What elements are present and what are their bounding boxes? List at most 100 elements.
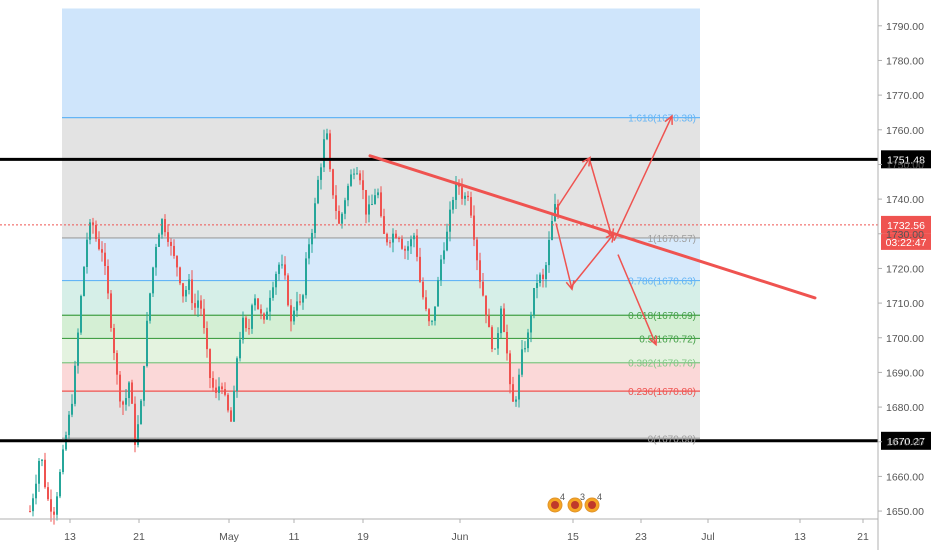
candle-body: [83, 266, 85, 296]
candle-body: [323, 139, 325, 168]
candle-body: [377, 192, 379, 196]
event-count-badge: 4: [597, 492, 602, 502]
candle-body: [404, 248, 406, 251]
y-tick-label: 1700.00: [886, 333, 924, 345]
fib-level-label: 0(1670.88): [648, 434, 696, 445]
candle-body: [440, 259, 442, 281]
candle-body: [395, 233, 397, 239]
candle-body: [332, 169, 334, 196]
candle-body: [530, 314, 532, 333]
candle-body: [92, 222, 94, 226]
candle-body: [317, 179, 319, 204]
candle-body: [299, 301, 301, 303]
candle-body: [260, 309, 262, 314]
y-tick-label: 1660.00: [886, 471, 924, 483]
y-tick-label: 1650.00: [886, 506, 924, 518]
candle-body: [461, 186, 463, 199]
candle-body: [68, 414, 70, 436]
price-tag-label: 1751.48: [887, 154, 925, 166]
candle-body: [230, 410, 232, 422]
candle-body: [482, 281, 484, 296]
candle-body: [185, 289, 187, 297]
candle-body: [134, 403, 136, 445]
candle-body: [161, 219, 163, 235]
candle-body: [77, 332, 79, 366]
event-flag-inner: [571, 501, 579, 509]
candle-body: [206, 328, 208, 350]
x-tick-label: 21: [133, 531, 145, 543]
candle-body: [125, 398, 127, 405]
x-tick-label: 13: [794, 531, 806, 543]
candle-body: [329, 133, 331, 170]
fib-zone: [62, 315, 700, 339]
candle-body: [398, 238, 400, 240]
candle-body: [74, 365, 76, 404]
candle-body: [512, 384, 514, 402]
event-markers: 4 3 4: [547, 492, 602, 513]
y-tick-label: 1690.00: [886, 367, 924, 379]
candle-body: [356, 173, 358, 175]
candle-body: [533, 287, 535, 315]
projection-arrow: [555, 223, 573, 290]
candle-body: [56, 496, 58, 515]
candle-body: [434, 306, 436, 321]
candle-body: [269, 297, 271, 312]
candle-body: [245, 317, 247, 329]
candle-body: [110, 293, 112, 328]
x-tick-label: 13: [64, 531, 76, 543]
fib-zone: [62, 338, 700, 363]
x-tick-label: Jul: [701, 531, 714, 543]
candle-body: [182, 283, 184, 297]
candle-body: [203, 308, 205, 329]
candle-body: [353, 173, 355, 175]
arrowhead: [581, 156, 591, 167]
fib-level-label: 1(1670.57): [648, 234, 696, 245]
fib-level-label: 0.236(1670.80): [628, 387, 696, 398]
candle-body: [200, 300, 202, 309]
candle-body: [197, 300, 199, 308]
projection-arrow: [555, 157, 591, 210]
y-tick-label: 1740.00: [886, 194, 924, 206]
candle-body: [479, 260, 481, 282]
current-price-tag: [881, 215, 931, 234]
fib-zone: [62, 8, 700, 118]
candle-body: [494, 348, 496, 350]
x-tick-label: Jun: [452, 531, 469, 543]
candle-body: [140, 400, 142, 425]
candle-body: [467, 195, 469, 198]
candle-body: [320, 167, 322, 180]
y-tick-label: 1780.00: [886, 55, 924, 67]
candle-body: [407, 246, 409, 251]
event-flag-inner: [551, 501, 559, 509]
candle-body: [542, 274, 544, 280]
event-count-badge: 4: [560, 492, 565, 502]
candle-body: [443, 250, 445, 260]
candle-body: [419, 256, 421, 282]
candle-body: [158, 234, 160, 247]
candle-body: [422, 281, 424, 298]
candle-body: [101, 249, 103, 253]
x-tick-label: 15: [567, 531, 579, 543]
candle-body: [524, 348, 526, 350]
candle-body: [452, 199, 454, 210]
arrowhead: [664, 114, 673, 125]
candle-body: [416, 235, 418, 257]
candle-body: [248, 328, 250, 330]
candle-body: [401, 238, 403, 249]
candle-body: [155, 246, 157, 268]
candle-body: [371, 204, 373, 206]
y-tick-label: 1730.00: [886, 229, 924, 241]
projection-arrow: [589, 160, 613, 238]
drawings: [368, 114, 817, 347]
candle-body: [350, 174, 352, 186]
candle-body: [389, 242, 391, 244]
candle-body: [149, 293, 151, 321]
x-tick-label: 23: [635, 531, 647, 543]
candle-body: [380, 192, 382, 217]
candle-body: [296, 301, 298, 311]
projection-arrow: [617, 254, 657, 345]
candle-body: [344, 200, 346, 214]
candle-body: [365, 189, 367, 215]
